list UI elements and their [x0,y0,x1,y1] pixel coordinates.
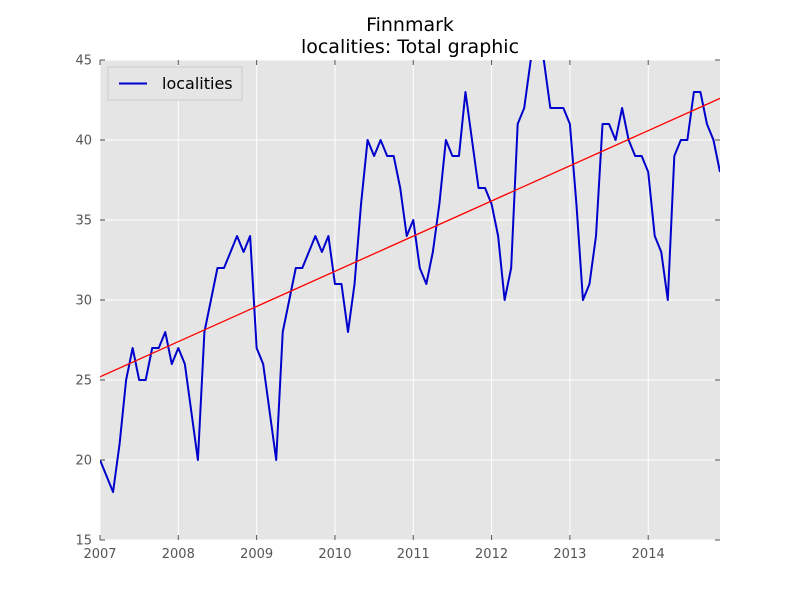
series-line-localities [100,60,720,493]
series-layer [100,60,720,493]
x-tick-label: 2009 [240,547,273,562]
x-tick-label: 2011 [397,547,430,562]
legend: localities [107,66,243,101]
y-tick-label: 20 [75,454,92,469]
x-tick-label: 2012 [475,547,508,562]
x-tick-label: 2013 [553,547,586,562]
y-tick-label: 40 [75,134,92,149]
x-tick-label: 2010 [318,547,351,562]
x-tick-label: 2007 [83,547,116,562]
x-tick-label: 2014 [632,547,665,562]
chart-subtitle: localities: Total graphic [301,36,519,58]
y-tick-label: 45 [75,54,92,69]
chart-title: Finnmark [366,14,454,36]
y-tick-label: 30 [75,294,92,309]
legend-label-localities: localities [162,74,233,93]
tick-layer: 15 20 25 30 35 40 45 2007 2008 2009 2010 2011 2012 20… [75,54,720,562]
y-tick-label: 15 [75,534,92,549]
y-tick-label: 25 [75,374,92,389]
y-tick-label: 35 [75,214,92,229]
x-tick-label: 2008 [162,547,195,562]
trend-line [100,97,720,378]
